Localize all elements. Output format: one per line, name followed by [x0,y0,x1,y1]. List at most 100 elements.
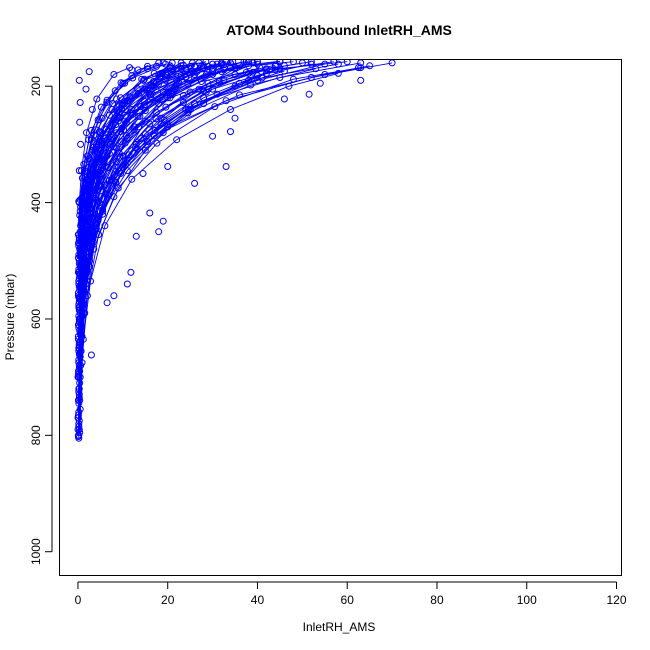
data-point [124,97,132,105]
data-point [76,99,84,106]
data-point [78,174,86,182]
data-point [307,60,315,68]
data-point [254,60,261,68]
data-point [96,167,104,175]
data-point [191,100,199,108]
data-point [179,99,187,106]
data-point [83,152,91,160]
data-point [140,85,148,93]
data-point [121,117,129,125]
data-point [112,121,120,129]
data-point [271,61,279,69]
data-point [93,196,101,204]
data-point [177,72,185,80]
data-point [254,60,261,66]
data-point [82,180,90,188]
data-point [231,71,239,78]
data-point [76,211,84,219]
data-point [231,82,239,90]
data-point [200,94,208,102]
data-point [242,68,250,76]
data-point [209,85,217,93]
data-point [76,118,84,126]
plot-frame [59,59,622,576]
data-point [307,74,315,81]
data-point [202,71,210,78]
data-point [141,146,149,154]
data-point [227,64,234,72]
data-point [204,79,212,87]
data-point [105,111,113,119]
data-point [151,126,159,134]
data-point [85,68,93,76]
data-point [74,373,82,381]
data-point [93,95,101,103]
data-point [84,229,92,237]
x-tick-label: 40 [251,593,265,607]
data-point [87,126,95,134]
x-tick-label: 100 [517,593,537,607]
data-point [135,123,142,131]
data-point [307,60,315,66]
data-point [355,64,362,72]
data-point [79,335,87,343]
data-point [305,90,313,98]
data-point [280,67,288,75]
data-point [81,234,89,241]
profile-line [79,61,312,311]
data-point [122,132,130,140]
data-point [103,299,111,307]
data-point [135,89,142,97]
data-point [110,292,118,300]
data-point [140,76,147,84]
profile-line [79,67,361,433]
data-point [231,114,239,122]
data-point [113,144,120,152]
data-point [213,90,221,98]
data-point [249,68,257,76]
data-point [116,153,124,161]
data-point [173,136,181,144]
data-point [271,66,279,74]
data-point [74,414,82,422]
data-point [164,123,172,131]
data-point [132,232,140,240]
data-point [191,179,199,187]
data-point [95,231,103,239]
data-point [240,60,248,66]
data-point [96,128,103,136]
data-point [98,114,106,122]
data-point [78,216,85,224]
data-point [103,96,111,104]
data-point [110,71,118,78]
data-point [103,152,111,160]
data-point [128,175,136,183]
data-point [220,61,228,69]
x-tick-label: 20 [161,593,175,607]
data-point [127,268,135,276]
y-tick-label: 600 [29,309,43,329]
data-point [159,88,167,96]
data-point [262,69,270,77]
data-point [122,118,130,126]
data-point [105,150,113,158]
plot-area [74,60,396,442]
data-point [298,60,306,67]
data-point [109,131,117,139]
data-point [115,167,123,175]
x-axis-label: InletRH_AMS [303,620,376,634]
data-point [95,138,103,146]
data-point [112,158,120,166]
data-point [179,61,187,69]
data-point [236,91,243,99]
data-point [138,75,146,83]
data-point [117,94,125,102]
data-point [77,140,85,148]
data-point [88,106,96,113]
data-point [99,210,107,218]
data-point [388,60,396,67]
data-point [80,187,88,195]
data-point [99,206,107,214]
data-point [123,159,131,167]
data-point [236,62,243,70]
